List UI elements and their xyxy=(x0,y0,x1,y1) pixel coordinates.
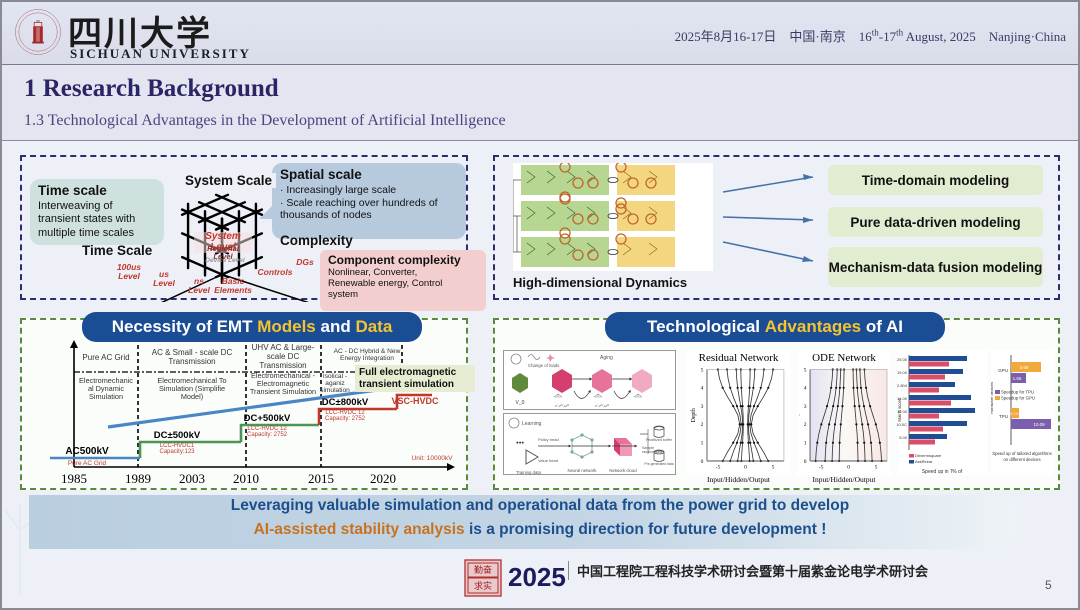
svg-text:19.00: 19.00 xyxy=(897,370,908,375)
svg-text:νⁱ,νᴼ,ωᴼ: νⁱ,νᴼ,ωᴼ xyxy=(595,402,609,408)
svg-text:Neural network: Neural network xyxy=(568,468,598,473)
svg-text:Speedup for GPU: Speedup for GPU xyxy=(1001,396,1035,401)
svg-text:1: 1 xyxy=(701,441,704,447)
svg-text:Network cloud: Network cloud xyxy=(609,468,637,473)
svg-text:on different devices: on different devices xyxy=(1003,457,1040,462)
svg-text:3.69: 3.69 xyxy=(1020,365,1029,370)
svg-text:-5: -5 xyxy=(716,464,721,470)
svg-text:2003: 2003 xyxy=(179,471,205,486)
svg-text:5: 5 xyxy=(875,464,878,470)
svg-text:4: 4 xyxy=(701,386,704,392)
svg-text:Unit: 10000kV: Unit: 10000kV xyxy=(412,455,453,462)
svg-text:勤奋: 勤奋 xyxy=(474,564,492,575)
svg-text:12.804: 12.804 xyxy=(897,383,908,388)
svg-text:AC & Small - scale DC: AC & Small - scale DC xyxy=(152,348,233,357)
svg-text:Depth: Depth xyxy=(799,408,800,422)
svg-text:VSC-HVDC: VSC-HVDC xyxy=(391,396,439,406)
svg-text:TPU: TPU xyxy=(999,414,1008,419)
svg-text:Capacity: 2752: Capacity: 2752 xyxy=(247,432,288,438)
svg-text:Drivermsquare: Drivermsquare xyxy=(915,453,942,458)
svg-text:2010: 2010 xyxy=(233,471,259,486)
svg-text:2020: 2020 xyxy=(370,471,396,486)
svg-text:25.00: 25.00 xyxy=(897,357,908,362)
svg-text:1.66: 1.66 xyxy=(1013,376,1022,381)
svg-text:DC±500kV: DC±500kV xyxy=(154,430,201,441)
svg-text:0: 0 xyxy=(804,459,807,465)
svg-text:aganiz: aganiz xyxy=(325,380,344,387)
svg-text:UHV AC & Large-: UHV AC & Large- xyxy=(252,343,315,352)
svg-text:GPU: GPU xyxy=(998,368,1008,373)
svg-text:-5: -5 xyxy=(819,464,824,470)
svg-text:Transmission: Transmission xyxy=(259,361,306,370)
svg-text:●●●: ●●● xyxy=(516,440,524,445)
svg-text:Prioritized buffer: Prioritized buffer xyxy=(646,438,673,442)
svg-text:Pure AC Grid: Pure AC Grid xyxy=(68,460,107,467)
svg-text:0: 0 xyxy=(701,459,704,465)
svg-text:Capacity: 2752: Capacity: 2752 xyxy=(325,416,366,422)
svg-text:5: 5 xyxy=(804,367,807,373)
svg-text:Aging: Aging xyxy=(600,355,613,361)
svg-text:Model): Model) xyxy=(181,392,203,401)
svg-text:求实: 求实 xyxy=(474,580,492,591)
svg-text:Depth: Depth xyxy=(691,408,697,422)
svg-text:0.74: 0.74 xyxy=(1010,411,1019,416)
svg-text:4: 4 xyxy=(804,386,807,392)
svg-text:simulation: simulation xyxy=(320,387,350,394)
svg-text:Capacity:123: Capacity:123 xyxy=(159,449,195,455)
svg-text:5: 5 xyxy=(701,367,704,373)
svg-text:Change of loads: Change of loads xyxy=(528,363,559,368)
svg-text:Learning: Learning xyxy=(522,421,542,427)
svg-text:1: 1 xyxy=(804,441,807,447)
svg-text:AC - DC Hybrid & New: AC - DC Hybrid & New xyxy=(334,348,401,355)
svg-text:5.00: 5.00 xyxy=(899,435,908,440)
svg-text:1989: 1989 xyxy=(125,471,151,486)
svg-text:Pre-generated data: Pre-generated data xyxy=(644,462,673,466)
svg-text:Speed up of tailored algorithm: Speed up of tailored algorithms xyxy=(992,451,1051,456)
svg-text:Transmission: Transmission xyxy=(168,357,215,366)
svg-text:AC500kV: AC500kV xyxy=(65,446,109,457)
svg-text:5: 5 xyxy=(772,464,775,470)
svg-text:DC+500kV: DC+500kV xyxy=(244,413,291,424)
svg-text:Hardware devices: Hardware devices xyxy=(991,382,994,414)
svg-text:2: 2 xyxy=(804,422,807,428)
svg-text:νⁱ,νᴼ,ωᴼ: νⁱ,νᴼ,ωᴼ xyxy=(555,402,569,408)
svg-text:10.09: 10.09 xyxy=(1033,422,1045,427)
svg-text:Policy head: Policy head xyxy=(538,437,559,442)
svg-text:Value head: Value head xyxy=(538,458,558,463)
svg-text:3: 3 xyxy=(804,404,807,410)
svg-text:DC±800kV: DC±800kV xyxy=(322,397,369,408)
svg-text:AskReear: AskReear xyxy=(915,459,933,464)
svg-text:10.0C: 10.0C xyxy=(897,422,907,427)
svg-text:2015: 2015 xyxy=(308,471,334,486)
svg-text:scale DC: scale DC xyxy=(267,352,300,361)
svg-text:Energy Integration: Energy Integration xyxy=(340,355,394,362)
svg-text:Training data: Training data xyxy=(516,470,542,475)
svg-text:Simulation: Simulation xyxy=(89,392,123,401)
svg-text:Speedup for TPU: Speedup for TPU xyxy=(1001,390,1034,395)
svg-text:3: 3 xyxy=(701,404,704,410)
svg-text:2: 2 xyxy=(701,422,704,428)
svg-text:0: 0 xyxy=(744,464,747,470)
svg-text:0: 0 xyxy=(847,464,850,470)
svg-text:1985: 1985 xyxy=(61,471,87,486)
svg-text:Transient Simulation: Transient Simulation xyxy=(250,387,316,396)
svg-text:Isolical -: Isolical - xyxy=(323,373,347,380)
svg-text:Mains score: Mains score xyxy=(897,398,902,422)
svg-text:Pure AC Grid: Pure AC Grid xyxy=(82,353,129,362)
svg-text:V_0: V_0 xyxy=(516,400,525,406)
svg-text:Speed up in ‘l% of: Speed up in ‘l% of xyxy=(922,469,963,475)
